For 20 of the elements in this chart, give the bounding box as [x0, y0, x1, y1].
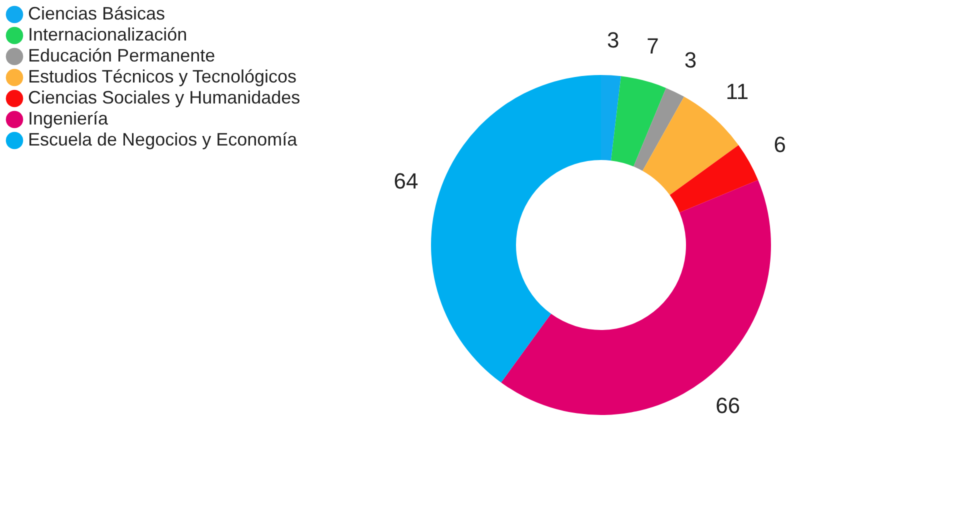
data-label: 64 — [394, 168, 418, 194]
donut-slice — [601, 75, 621, 161]
donut-slice — [501, 180, 771, 415]
data-label: 66 — [716, 392, 740, 418]
data-label: 11 — [726, 78, 749, 104]
legend-label: Ciencias Sociales y Humanidades — [28, 88, 300, 108]
legend-label: Ingeniería — [28, 108, 110, 128]
legend-label: Educación Permanente — [28, 46, 216, 66]
donut-slice — [431, 75, 601, 383]
data-label: 7 — [646, 34, 659, 59]
data-label: 3 — [684, 48, 697, 73]
legend-label: Ciencias Básicas — [28, 4, 166, 24]
legend-label: Escuela de Negocios y Economía — [28, 130, 298, 150]
legend-label: Internacionalización — [28, 24, 188, 44]
data-label: 3 — [606, 27, 620, 52]
donut-slice — [634, 88, 684, 171]
donut-slice — [610, 76, 666, 166]
donut-slice — [670, 145, 758, 212]
data-label: 6 — [774, 132, 786, 157]
legend-label: Estudios Técnicos y Tecnológicos — [28, 66, 296, 86]
